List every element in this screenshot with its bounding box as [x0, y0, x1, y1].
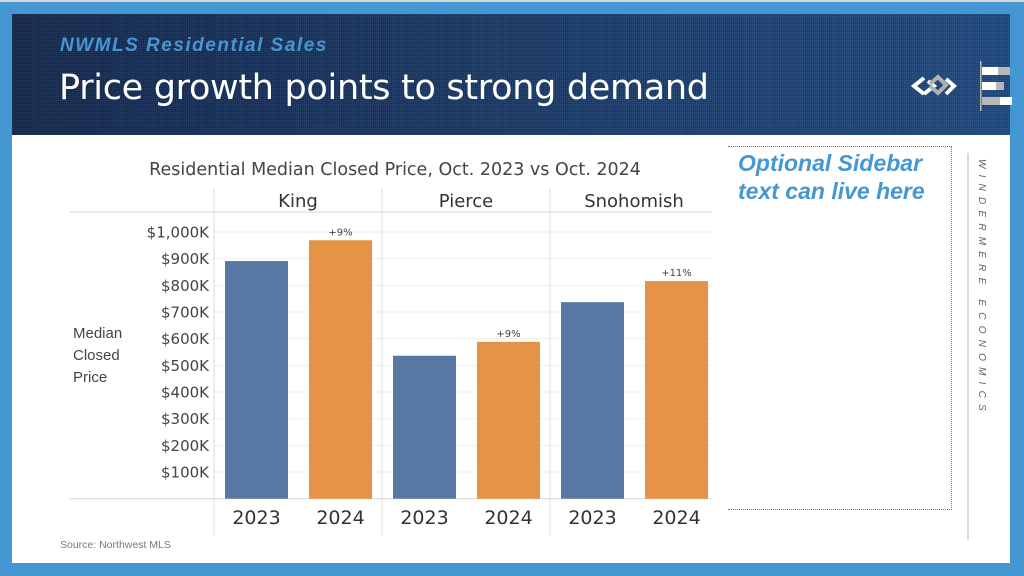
sidebar-divider [967, 153, 969, 540]
bar-king-2023 [225, 261, 288, 499]
x-tick-label: 2024 [652, 507, 700, 529]
x-tick-label: 2023 [232, 507, 280, 529]
y-tick-label: $700K [161, 304, 210, 322]
sidebar-text: Optional Sidebar text can live here [738, 149, 958, 205]
y-tick-label: $100K [161, 464, 210, 482]
bar-pierce-2024 [477, 341, 540, 499]
source-note: Source: Northwest MLS [60, 539, 171, 551]
facet-label: King [278, 191, 318, 212]
top-edge-line [0, 0, 1024, 2]
y-tick-label: $800K [161, 277, 210, 295]
slide-header: NWMLS Residential Sales Price growth poi… [12, 14, 1012, 135]
x-tick-label: 2024 [316, 507, 364, 529]
y-axis-label-line: Median [73, 325, 123, 342]
bar-chart: Residential Median Closed Price, Oct. 20… [70, 160, 712, 535]
slide-content: Residential Median Closed Price, Oct. 20… [12, 135, 1010, 563]
bar-king-2024 [309, 240, 372, 499]
y-tick-label: $300K [161, 410, 210, 428]
facet-label: Pierce [439, 191, 494, 212]
x-tick-label: 2024 [484, 507, 532, 529]
change-data-label: +9% [328, 227, 352, 238]
y-tick-label: $900K [161, 250, 210, 268]
y-tick-label: $600K [161, 330, 210, 348]
bar-snohomish-2024 [645, 281, 708, 499]
bar-snohomish-2023 [561, 302, 624, 499]
change-data-label: +9% [496, 329, 520, 340]
x-tick-label: 2023 [400, 507, 448, 529]
y-tick-label: $500K [161, 357, 210, 375]
bar-chart-e-icon [980, 61, 1012, 111]
sidebar-text-line: text can live here [738, 178, 925, 204]
windermere-logo-icon [910, 74, 957, 96]
y-axis-label: Median Closed Price [73, 323, 143, 389]
facet-label: Snohomish [584, 191, 684, 212]
change-data-label: +11% [661, 268, 692, 279]
y-tick-label: $1,000K [147, 224, 210, 242]
bar-pierce-2023 [393, 355, 456, 499]
slide-kicker: NWMLS Residential Sales [60, 35, 328, 56]
y-axis-label-line: Price [73, 369, 108, 386]
chart-title: Residential Median Closed Price, Oct. 20… [149, 160, 641, 180]
y-tick-label: $200K [161, 437, 210, 455]
sidebar-text-line: Optional Sidebar [738, 150, 923, 176]
slide-title: Price growth points to strong demand [59, 68, 709, 108]
y-tick-label: $400K [161, 384, 210, 402]
vertical-brand-text: WINDERMERE ECONOMICS [976, 159, 987, 417]
sidebar-placeholder-box [728, 146, 952, 510]
brand-logo [910, 61, 1012, 111]
x-tick-label: 2023 [568, 507, 616, 529]
y-axis-label-line: Closed [73, 347, 120, 364]
